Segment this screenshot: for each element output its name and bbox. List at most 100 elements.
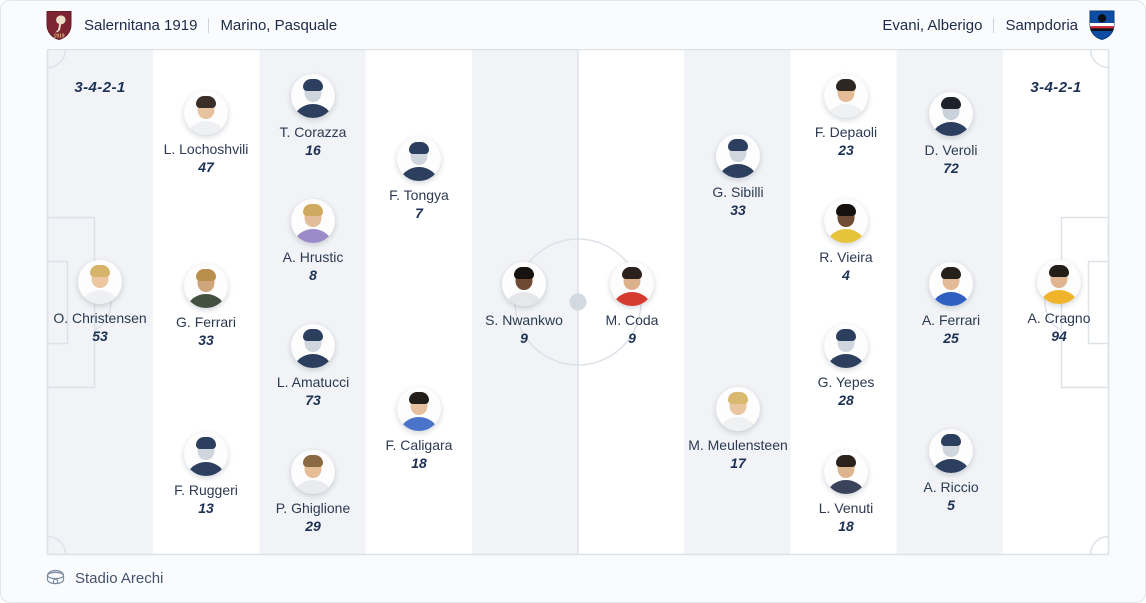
home-team-header: 1919 Salernitana 1919 Marino, Pasquale <box>45 10 337 41</box>
avatar-hair <box>622 267 642 279</box>
avatar-hair <box>409 392 429 404</box>
player-number: 16 <box>305 142 321 158</box>
avatar-hair <box>728 392 748 404</box>
player-m-coda[interactable]: M. Coda 9 <box>557 262 707 348</box>
player-s-nwankwo[interactable]: S. Nwankwo 9 <box>449 262 599 348</box>
avatar-hair <box>303 455 323 467</box>
avatar-shirt <box>294 480 332 494</box>
player-number: 53 <box>92 328 108 344</box>
player-photo <box>397 387 441 431</box>
player-a-ferrari[interactable]: A. Ferrari 25 <box>876 262 1026 348</box>
sampdoria-logo[interactable] <box>1089 10 1115 41</box>
player-a-cragno[interactable]: A. Cragno 94 <box>984 260 1134 346</box>
player-placeholder-avatar <box>291 74 335 118</box>
player-a-hrustic[interactable]: A. Hrustic 8 <box>238 199 388 285</box>
player-r-vieira[interactable]: R. Vieira 4 <box>771 199 921 285</box>
player-name: A. Riccio <box>923 479 979 495</box>
player-name: L. Amatucci <box>276 374 350 390</box>
player-placeholder-avatar <box>824 324 868 368</box>
player-d-veroli[interactable]: D. Veroli 72 <box>876 92 1026 178</box>
player-placeholder-avatar <box>929 429 973 473</box>
player-name: P. Ghiglione <box>275 500 351 516</box>
player-placeholder-avatar <box>184 432 228 476</box>
avatar-shirt <box>187 121 225 135</box>
player-l-venuti[interactable]: L. Venuti 18 <box>771 450 921 536</box>
avatar-hair <box>196 437 216 449</box>
player-g-sibilli[interactable]: G. Sibilli 33 <box>663 134 813 220</box>
player-f-caligara[interactable]: F. Caligara 18 <box>344 387 494 473</box>
avatar-shirt <box>932 122 970 136</box>
avatar-hair <box>836 329 856 341</box>
player-name: G. Sibilli <box>712 184 764 200</box>
stadium-icon <box>45 568 66 589</box>
header-divider <box>208 17 210 33</box>
player-number: 5 <box>947 497 955 513</box>
player-photo <box>716 387 760 431</box>
away-team-header: Evani, Alberigo Sampdoria <box>882 10 1115 41</box>
player-name: G. Yepes <box>817 374 875 390</box>
avatar-shirt <box>719 417 757 431</box>
header: 1919 Salernitana 1919 Marino, Pasquale E… <box>1 1 1145 49</box>
away-coach-name[interactable]: Evani, Alberigo <box>882 16 983 34</box>
player-photo <box>291 199 335 243</box>
player-name: M. Meulensteen <box>688 437 788 453</box>
player-photo <box>824 450 868 494</box>
player-photo <box>78 260 122 304</box>
avatar-shirt <box>187 294 225 308</box>
player-number: 47 <box>198 159 214 175</box>
avatar-shirt <box>613 292 651 306</box>
avatar-shirt <box>827 229 865 243</box>
salernitana-logo[interactable]: 1919 <box>45 10 73 41</box>
player-number: 13 <box>198 500 214 516</box>
avatar-hair <box>196 269 216 281</box>
avatar-hair <box>303 204 323 216</box>
player-l-amatucci[interactable]: L. Amatucci 73 <box>238 324 388 410</box>
player-photo <box>291 450 335 494</box>
player-name: S. Nwankwo <box>485 312 563 328</box>
player-t-corazza[interactable]: T. Corazza 16 <box>238 74 388 160</box>
player-f-ruggeri[interactable]: F. Ruggeri 13 <box>131 432 281 518</box>
avatar-shirt <box>719 164 757 178</box>
player-name: O. Christensen <box>53 310 147 326</box>
player-photo <box>184 91 228 135</box>
player-name: F. Depaoli <box>814 124 878 140</box>
avatar-hair <box>941 434 961 446</box>
player-a-riccio[interactable]: A. Riccio 5 <box>876 429 1026 515</box>
avatar-hair <box>1049 265 1069 277</box>
player-number: 28 <box>838 392 854 408</box>
home-team-name[interactable]: Salernitana 1919 <box>84 16 198 34</box>
player-o-christensen[interactable]: O. Christensen 53 <box>25 260 175 346</box>
avatar-hair <box>836 455 856 467</box>
player-l-lochoshvili[interactable]: L. Lochoshvili 47 <box>131 91 281 177</box>
player-name: M. Coda <box>605 312 659 328</box>
home-formation-label: 3-4-2-1 <box>74 79 126 96</box>
avatar-shirt <box>827 354 865 368</box>
player-g-ferrari[interactable]: G. Ferrari 33 <box>131 264 281 350</box>
player-p-ghiglione[interactable]: P. Ghiglione 29 <box>238 450 388 536</box>
player-name: G. Ferrari <box>176 314 236 330</box>
player-placeholder-avatar <box>291 324 335 368</box>
player-number: 9 <box>628 330 636 346</box>
avatar-hair <box>836 204 856 216</box>
avatar-shirt <box>400 417 438 431</box>
player-photo <box>610 262 654 306</box>
player-g-yepes[interactable]: G. Yepes 28 <box>771 324 921 410</box>
player-photo <box>1037 260 1081 304</box>
player-number: 4 <box>842 267 850 283</box>
player-number: 23 <box>838 142 854 158</box>
player-f-tongya[interactable]: F. Tongya 7 <box>344 137 494 223</box>
player-f-depaoli[interactable]: F. Depaoli 23 <box>771 74 921 160</box>
player-number: 33 <box>730 202 746 218</box>
player-name: A. Hrustic <box>282 249 344 265</box>
player-photo <box>929 262 973 306</box>
avatar-hair <box>90 265 110 277</box>
avatar-shirt <box>1040 290 1078 304</box>
home-coach-name[interactable]: Marino, Pasquale <box>220 16 338 34</box>
center-spot <box>569 293 587 311</box>
away-team-name[interactable]: Sampdoria <box>1005 16 1078 34</box>
avatar-shirt <box>505 292 543 306</box>
player-name: L. Lochoshvili <box>163 141 249 157</box>
avatar-hair <box>728 139 748 151</box>
player-m-meulensteen[interactable]: M. Meulensteen 17 <box>663 387 813 473</box>
